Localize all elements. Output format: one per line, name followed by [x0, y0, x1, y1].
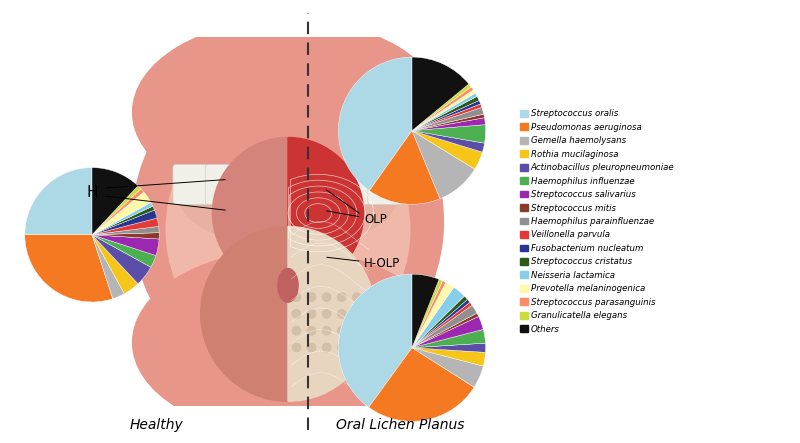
Ellipse shape — [133, 20, 443, 205]
FancyBboxPatch shape — [238, 164, 273, 205]
Text: Healthy: Healthy — [129, 418, 183, 432]
Circle shape — [292, 293, 301, 301]
FancyBboxPatch shape — [303, 164, 338, 205]
Wedge shape — [92, 202, 153, 235]
Wedge shape — [92, 218, 158, 235]
Wedge shape — [92, 206, 154, 235]
Circle shape — [338, 326, 346, 335]
Wedge shape — [92, 210, 157, 235]
Wedge shape — [369, 348, 474, 421]
Wedge shape — [213, 137, 288, 289]
Wedge shape — [412, 93, 477, 131]
Circle shape — [307, 343, 316, 352]
Circle shape — [338, 310, 346, 318]
Circle shape — [338, 343, 346, 352]
Wedge shape — [25, 167, 92, 235]
FancyBboxPatch shape — [335, 164, 370, 205]
Circle shape — [322, 326, 331, 335]
Circle shape — [307, 326, 316, 335]
Wedge shape — [412, 124, 486, 143]
Wedge shape — [92, 235, 159, 256]
Wedge shape — [288, 137, 363, 289]
Wedge shape — [412, 107, 484, 131]
Wedge shape — [412, 282, 454, 348]
Legend: Streptococcus oralis, Pseudomonas aeruginosa, Gemella haemolysans, Rothia mucila: Streptococcus oralis, Pseudomonas aerugi… — [516, 106, 678, 337]
FancyBboxPatch shape — [206, 164, 241, 205]
Circle shape — [338, 293, 346, 301]
Text: H: H — [86, 185, 98, 200]
Wedge shape — [25, 235, 113, 302]
Wedge shape — [412, 299, 470, 348]
Wedge shape — [92, 235, 138, 294]
Circle shape — [322, 343, 331, 352]
Wedge shape — [412, 296, 467, 348]
Wedge shape — [412, 313, 478, 348]
Wedge shape — [370, 131, 440, 204]
Circle shape — [353, 293, 361, 301]
Ellipse shape — [278, 268, 298, 302]
Wedge shape — [92, 186, 141, 235]
Wedge shape — [412, 287, 464, 348]
Wedge shape — [412, 302, 472, 348]
Circle shape — [322, 293, 331, 301]
Text: OLP: OLP — [364, 213, 386, 226]
Wedge shape — [412, 274, 439, 348]
Ellipse shape — [133, 58, 443, 385]
Wedge shape — [92, 235, 156, 267]
Wedge shape — [412, 348, 483, 387]
Ellipse shape — [179, 146, 398, 247]
Ellipse shape — [166, 100, 410, 360]
Circle shape — [292, 343, 301, 352]
Wedge shape — [412, 280, 442, 348]
Wedge shape — [412, 101, 481, 131]
Wedge shape — [412, 348, 486, 366]
Circle shape — [353, 343, 361, 352]
Wedge shape — [412, 114, 485, 131]
FancyBboxPatch shape — [368, 164, 403, 205]
Wedge shape — [92, 233, 159, 239]
Wedge shape — [338, 57, 412, 190]
Wedge shape — [412, 131, 474, 199]
Circle shape — [307, 293, 316, 301]
Wedge shape — [92, 192, 151, 235]
Circle shape — [322, 310, 331, 318]
Wedge shape — [412, 281, 446, 348]
Wedge shape — [92, 235, 151, 284]
Circle shape — [307, 310, 316, 318]
Wedge shape — [92, 235, 124, 299]
Wedge shape — [412, 330, 486, 348]
Wedge shape — [412, 96, 479, 131]
Wedge shape — [412, 57, 469, 131]
Wedge shape — [338, 274, 412, 407]
Text: H-OLP: H-OLP — [364, 257, 400, 270]
Circle shape — [353, 310, 361, 318]
FancyBboxPatch shape — [273, 161, 303, 205]
Wedge shape — [412, 316, 483, 348]
Wedge shape — [412, 87, 474, 131]
Wedge shape — [92, 226, 159, 235]
Wedge shape — [92, 189, 144, 235]
Wedge shape — [201, 226, 288, 401]
Wedge shape — [92, 167, 138, 235]
Wedge shape — [412, 104, 482, 131]
Wedge shape — [412, 131, 482, 169]
Text: Oral Lichen Planus: Oral Lichen Planus — [336, 418, 464, 432]
Wedge shape — [412, 90, 475, 131]
Circle shape — [353, 326, 361, 335]
Circle shape — [292, 326, 301, 335]
Circle shape — [292, 310, 301, 318]
Wedge shape — [412, 131, 485, 152]
Ellipse shape — [133, 250, 443, 435]
Wedge shape — [412, 343, 486, 352]
Wedge shape — [412, 84, 471, 131]
FancyBboxPatch shape — [173, 164, 208, 205]
Wedge shape — [412, 305, 477, 348]
Wedge shape — [288, 226, 375, 401]
Wedge shape — [412, 118, 486, 131]
